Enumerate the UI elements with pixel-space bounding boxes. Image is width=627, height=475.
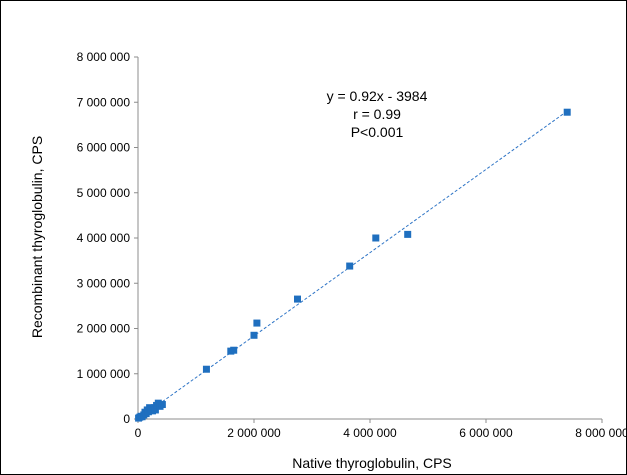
trendline [137,110,568,420]
data-point [202,365,210,373]
data-point [151,406,159,414]
data-point [346,262,354,270]
y-tick-label: 0 [123,412,130,426]
data-point [230,346,238,354]
equation-annotation: y = 0.92x - 3984 [327,88,428,104]
x-tick-label: 8 000 000 [575,426,627,440]
data-point [250,331,258,339]
tick-labels: 0 2 000 000 4 000 000 6 000 000 8 000 000 0 1 … [77,50,627,440]
data-point [294,295,301,303]
x-tick-label: 2 000 000 [227,426,281,440]
x-axis-title: Native thyroglobulin, CPS [292,455,452,471]
y-axis-title: Recombinant thyroglobulin, CPS [29,136,45,338]
x-tick-label: 0 [135,426,142,440]
y-tick-label: 1 000 000 [77,367,131,381]
axes [134,56,603,423]
y-tick-label: 6 000 000 [77,141,131,155]
y-tick-label: 8 000 000 [77,50,131,64]
data-points [135,108,571,422]
data-point [372,234,380,242]
r-annotation: r = 0.99 [353,106,401,122]
x-tick-label: 6 000 000 [459,426,513,440]
y-tick-label: 4 000 000 [77,231,131,245]
data-point [253,319,261,327]
data-point [404,230,412,238]
p-annotation: P<0.001 [351,124,404,140]
data-point [563,108,571,116]
x-tick-label: 4 000 000 [343,426,397,440]
y-tick-label: 7 000 000 [77,95,131,109]
y-tick-label: 2 000 000 [77,322,131,336]
y-tick-label: 5 000 000 [77,186,131,200]
y-tick-label: 3 000 000 [77,276,131,290]
data-point [158,401,166,409]
trendline-group [137,110,568,420]
